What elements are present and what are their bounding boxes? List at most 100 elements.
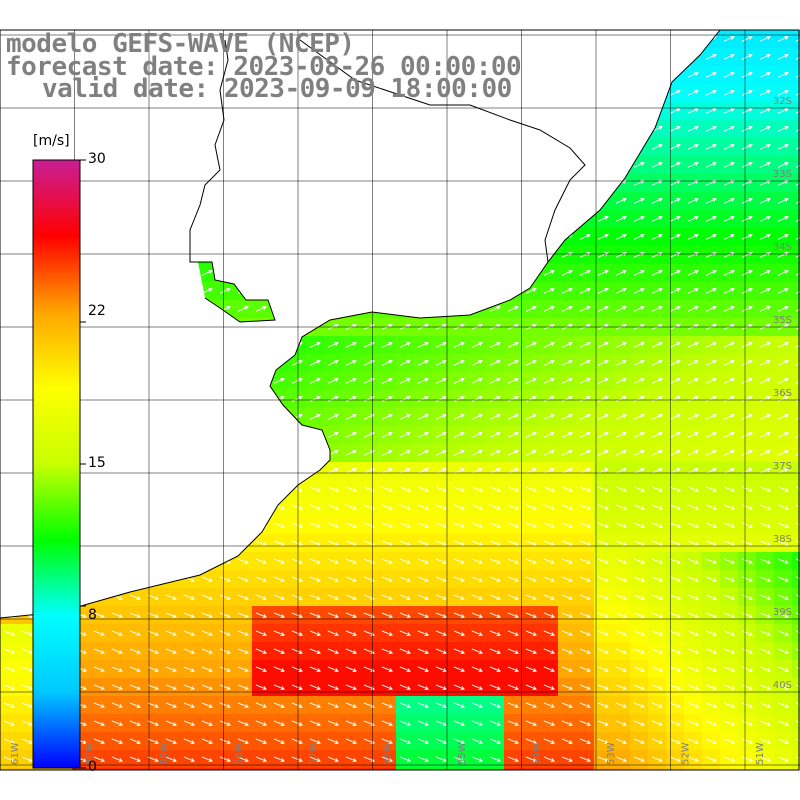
wind-arrow [687,378,699,384]
speed-cell [108,246,127,265]
speed-cell [198,336,217,355]
wind-arrow [687,306,699,312]
speed-cell [108,228,127,247]
wind-arrow [399,270,411,276]
wind-arrow [165,540,177,546]
wind-arrow [633,54,645,60]
speed-cell [306,444,325,463]
wind-arrow [543,630,555,636]
wind-arrow [237,594,249,600]
speed-cell [72,102,91,121]
speed-cell [342,120,361,139]
wind-arrow [615,774,627,780]
wind-arrow [201,684,213,690]
wind-arrow [615,54,627,60]
wind-arrow [345,576,357,582]
wind-arrow [399,702,411,708]
wind-arrow [795,54,800,60]
speed-cell [216,228,235,247]
wind-arrow [3,666,15,672]
wind-arrow [381,486,393,492]
speed-cell [504,210,523,229]
wind-arrow [687,774,699,780]
speed-cell [324,102,343,121]
wind-arrow [669,468,681,474]
wind-arrow [723,216,735,222]
wind-arrow [219,144,231,150]
wind-arrow [201,738,213,744]
wind-arrow [93,396,105,402]
speed-cell [90,408,109,427]
wind-arrow [633,180,645,186]
wind-arrow [165,108,177,114]
wind-arrow [525,756,537,762]
speed-cell [324,300,343,319]
wind-arrow [147,486,159,492]
wind-arrow [561,54,573,60]
wind-arrow [237,486,249,492]
wind-arrow [453,108,465,114]
wind-arrow [381,378,393,384]
speed-cell [792,462,800,481]
wind-arrow [129,486,141,492]
wind-arrow [309,396,321,402]
speed-cell [108,516,127,535]
wind-arrow [597,396,609,402]
wind-arrow [147,738,159,744]
wind-arrow [219,720,231,726]
wind-arrow [723,108,735,114]
wind-arrow [147,234,159,240]
wind-arrow [633,270,645,276]
speed-cell [252,480,271,499]
wind-arrow [723,594,735,600]
wind-arrow [3,558,15,564]
speed-cell [90,768,109,771]
speed-cell [126,246,145,265]
wind-arrow [165,684,177,690]
speed-cell [360,300,379,319]
wind-arrow [21,720,33,726]
wind-arrow [507,342,519,348]
longitude-label: 59W [159,742,170,765]
speed-cell [414,768,433,771]
wind-arrow [741,270,753,276]
wind-arrow [561,468,573,474]
speed-cell [504,102,523,121]
wind-arrow [201,216,213,222]
wind-arrow [633,522,645,528]
speed-cell [0,516,19,535]
wind-arrow [489,270,501,276]
wind-arrow [453,396,465,402]
wind-arrow [21,450,33,456]
wind-arrow [345,504,357,510]
speed-cell [432,246,451,265]
latitude-label: 35S [773,315,792,326]
speed-cell [540,84,559,103]
wind-arrow [291,558,303,564]
wind-arrow [111,720,123,726]
wind-arrow [237,468,249,474]
speed-cell [198,138,217,157]
speed-cell [180,462,199,481]
wind-arrow [489,36,501,42]
wind-arrow [669,162,681,168]
wind-arrow [615,162,627,168]
wind-arrow [471,666,483,672]
wind-arrow [147,126,159,132]
wind-arrow [21,648,33,654]
wind-arrow [489,576,501,582]
speed-cell [216,426,235,445]
wind-arrow [543,504,555,510]
wind-arrow [381,684,393,690]
wind-arrow [633,108,645,114]
speed-cell [126,408,145,427]
wind-arrow [615,702,627,708]
wind-arrow [273,738,285,744]
wind-arrow [399,36,411,42]
wind-arrow [525,108,537,114]
wind-arrow [21,594,33,600]
longitude-label: 52W [681,742,692,765]
wind-arrow [417,108,429,114]
wind-arrow [687,270,699,276]
wind-arrow [759,774,771,780]
